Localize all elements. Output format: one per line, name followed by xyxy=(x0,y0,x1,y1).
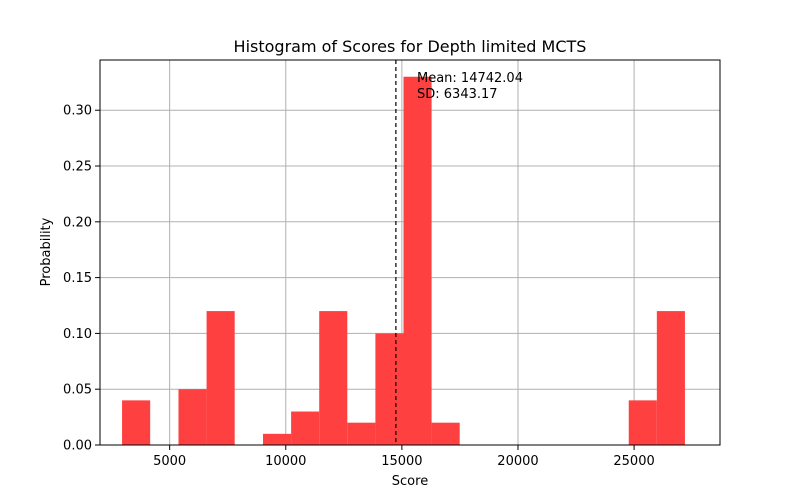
y-tick-label: 0.05 xyxy=(63,383,92,398)
x-tick-label: 15000 xyxy=(381,454,422,469)
histogram-bar xyxy=(319,311,348,445)
x-tick-label: 20000 xyxy=(497,454,538,469)
y-tick-label: 0.25 xyxy=(63,160,92,175)
x-tick-label: 5000 xyxy=(153,454,186,469)
plot-frame xyxy=(99,59,721,446)
y-axis-title: Probability xyxy=(39,217,54,286)
histogram-bar xyxy=(403,76,432,445)
histogram-bar xyxy=(122,400,151,445)
histogram-bar xyxy=(656,311,685,445)
histogram-bar xyxy=(431,422,460,445)
chart-title: Histogram of Scores for Depth limited MC… xyxy=(234,37,587,56)
y-tick-label: 0.15 xyxy=(63,271,92,286)
y-tick-label: 0.30 xyxy=(63,104,92,119)
x-axis-title: Score xyxy=(392,474,428,489)
histogram-bar xyxy=(628,400,657,445)
y-tick-label: 0.10 xyxy=(63,327,92,342)
histogram-bar xyxy=(206,311,235,445)
x-tick-label: 10000 xyxy=(265,454,306,469)
sd-annotation: SD: 6343.17 xyxy=(417,87,498,102)
bars-layer xyxy=(122,76,685,445)
x-tick-label: 25000 xyxy=(613,454,654,469)
histogram-bar xyxy=(375,333,404,445)
histogram-bar xyxy=(178,389,207,445)
y-tick-label: 0.00 xyxy=(63,439,92,454)
y-tick-label: 0.20 xyxy=(63,215,92,230)
ticks-layer: 5000 10000 15000 20000 25000 0.00 0.05 0.10 0.15… xyxy=(63,104,655,469)
mean-annotation: Mean: 14742.04 xyxy=(417,71,523,86)
histogram-bar xyxy=(291,411,320,445)
histogram-bar xyxy=(347,422,376,445)
histogram-bar xyxy=(263,433,292,445)
